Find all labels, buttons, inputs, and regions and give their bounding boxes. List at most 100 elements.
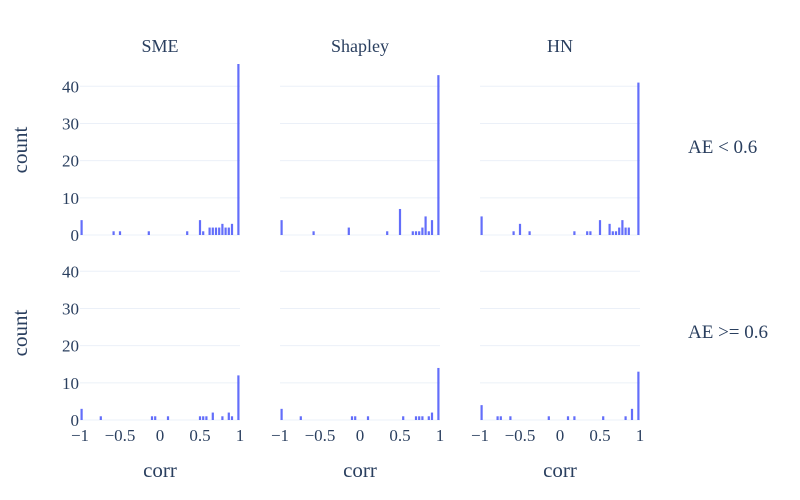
x-tick-label: 0: [156, 426, 165, 445]
histogram-bar: [227, 412, 230, 420]
histogram-bar: [509, 416, 512, 420]
histogram-bar: [80, 220, 83, 235]
histogram-bar: [608, 223, 611, 235]
histogram-bar: [421, 416, 424, 420]
histogram-bar: [218, 227, 221, 235]
y-tick-label: 20: [62, 152, 79, 171]
histogram-bar: [418, 231, 421, 235]
histogram-bar: [618, 227, 621, 235]
histogram-bar: [630, 408, 634, 420]
x-axis-title: corr: [543, 458, 577, 482]
histogram-bar: [528, 231, 531, 235]
histogram-bar: [496, 416, 499, 420]
histogram-bar: [112, 231, 115, 235]
y-axis-title: count: [8, 310, 32, 357]
histogram-bar: [299, 416, 302, 420]
facet-column-title: HN: [547, 36, 573, 56]
y-tick-label: 40: [62, 262, 79, 281]
histogram-bar: [211, 227, 214, 235]
histogram-bar: [224, 227, 227, 235]
histogram-bar: [237, 64, 240, 235]
histogram-bar: [208, 227, 211, 235]
histogram-bar: [312, 231, 315, 235]
histogram-bar: [221, 416, 224, 420]
facet-column-title: SME: [141, 36, 178, 56]
histogram-bar: [221, 223, 224, 235]
histogram-bar: [386, 231, 389, 235]
x-tick-label: 1: [436, 426, 445, 445]
histogram-bar: [430, 220, 434, 235]
histogram-bar: [350, 416, 354, 420]
histogram-bar: [202, 231, 205, 235]
x-axis-title: corr: [343, 458, 377, 482]
histogram-bar: [573, 416, 576, 420]
histogram-bar: [150, 416, 154, 420]
histogram-bar: [214, 227, 218, 235]
y-tick-label: 10: [62, 189, 79, 208]
x-tick-label: 0: [356, 426, 365, 445]
histogram-bar: [418, 416, 421, 420]
facet-row-label: AE < 0.6: [688, 137, 757, 158]
histogram-bar: [437, 367, 440, 420]
histogram-bar: [411, 231, 414, 235]
y-tick-label: 10: [62, 374, 79, 393]
histogram-bar: [427, 231, 430, 235]
histogram-bar: [627, 227, 630, 235]
histogram-bar: [237, 375, 240, 420]
histogram-bar: [437, 75, 440, 235]
histogram-bar: [637, 371, 640, 420]
histogram-bar: [154, 416, 157, 420]
x-tick-label: −1: [71, 426, 89, 445]
histogram-bar: [621, 220, 624, 235]
histogram-bar: [430, 412, 434, 420]
histogram-bar: [398, 208, 402, 235]
histogram-bar: [424, 216, 427, 235]
x-tick-label: 0: [556, 426, 565, 445]
y-tick-label: 30: [62, 114, 79, 133]
histogram-bar: [427, 416, 430, 420]
histogram-bar: [480, 405, 483, 420]
histogram-bar: [480, 216, 483, 235]
histogram-bar: [118, 231, 122, 235]
facet-row-label: AE >= 0.6: [688, 322, 768, 343]
y-axis-title: count: [8, 127, 32, 174]
y-tick-label: 30: [62, 299, 79, 318]
histogram-bar: [347, 227, 350, 235]
y-tick-label: 40: [62, 77, 79, 96]
histogram-bar: [166, 416, 170, 420]
facet-column-title: Shapley: [331, 36, 389, 56]
histogram-bar: [547, 416, 550, 420]
histogram-bar: [147, 231, 150, 235]
x-tick-label: −1: [271, 426, 289, 445]
histogram-bar: [227, 227, 230, 235]
histogram-bar: [366, 416, 370, 420]
histogram-bar: [186, 231, 189, 235]
histogram-bar: [566, 416, 570, 420]
y-tick-label: 0: [71, 226, 80, 245]
x-tick-label: 0.5: [189, 426, 210, 445]
histogram-bar: [99, 416, 102, 420]
histogram-bar: [280, 220, 283, 235]
x-tick-label: 0.5: [589, 426, 610, 445]
x-tick-label: −0.5: [505, 426, 536, 445]
y-tick-label: 20: [62, 337, 79, 356]
x-tick-label: 1: [636, 426, 645, 445]
histogram-bar: [598, 220, 602, 235]
histogram-bar: [230, 416, 234, 420]
x-tick-label: −1: [471, 426, 489, 445]
histogram-bar: [512, 231, 515, 235]
histogram-bar: [414, 416, 418, 420]
histogram-bar: [280, 408, 283, 420]
histogram-bar: [614, 231, 618, 235]
histogram-bar: [354, 416, 357, 420]
histogram-bar: [211, 412, 214, 420]
histogram-bar: [205, 416, 208, 420]
histogram-bar: [198, 220, 202, 235]
histogram-bar: [602, 416, 605, 420]
histogram-bar: [589, 231, 592, 235]
histogram-bar: [611, 231, 614, 235]
histogram-bar: [202, 416, 205, 420]
y-tick-label: 0: [71, 411, 80, 430]
histogram-bar: [499, 416, 502, 420]
histogram-bar: [518, 223, 522, 235]
